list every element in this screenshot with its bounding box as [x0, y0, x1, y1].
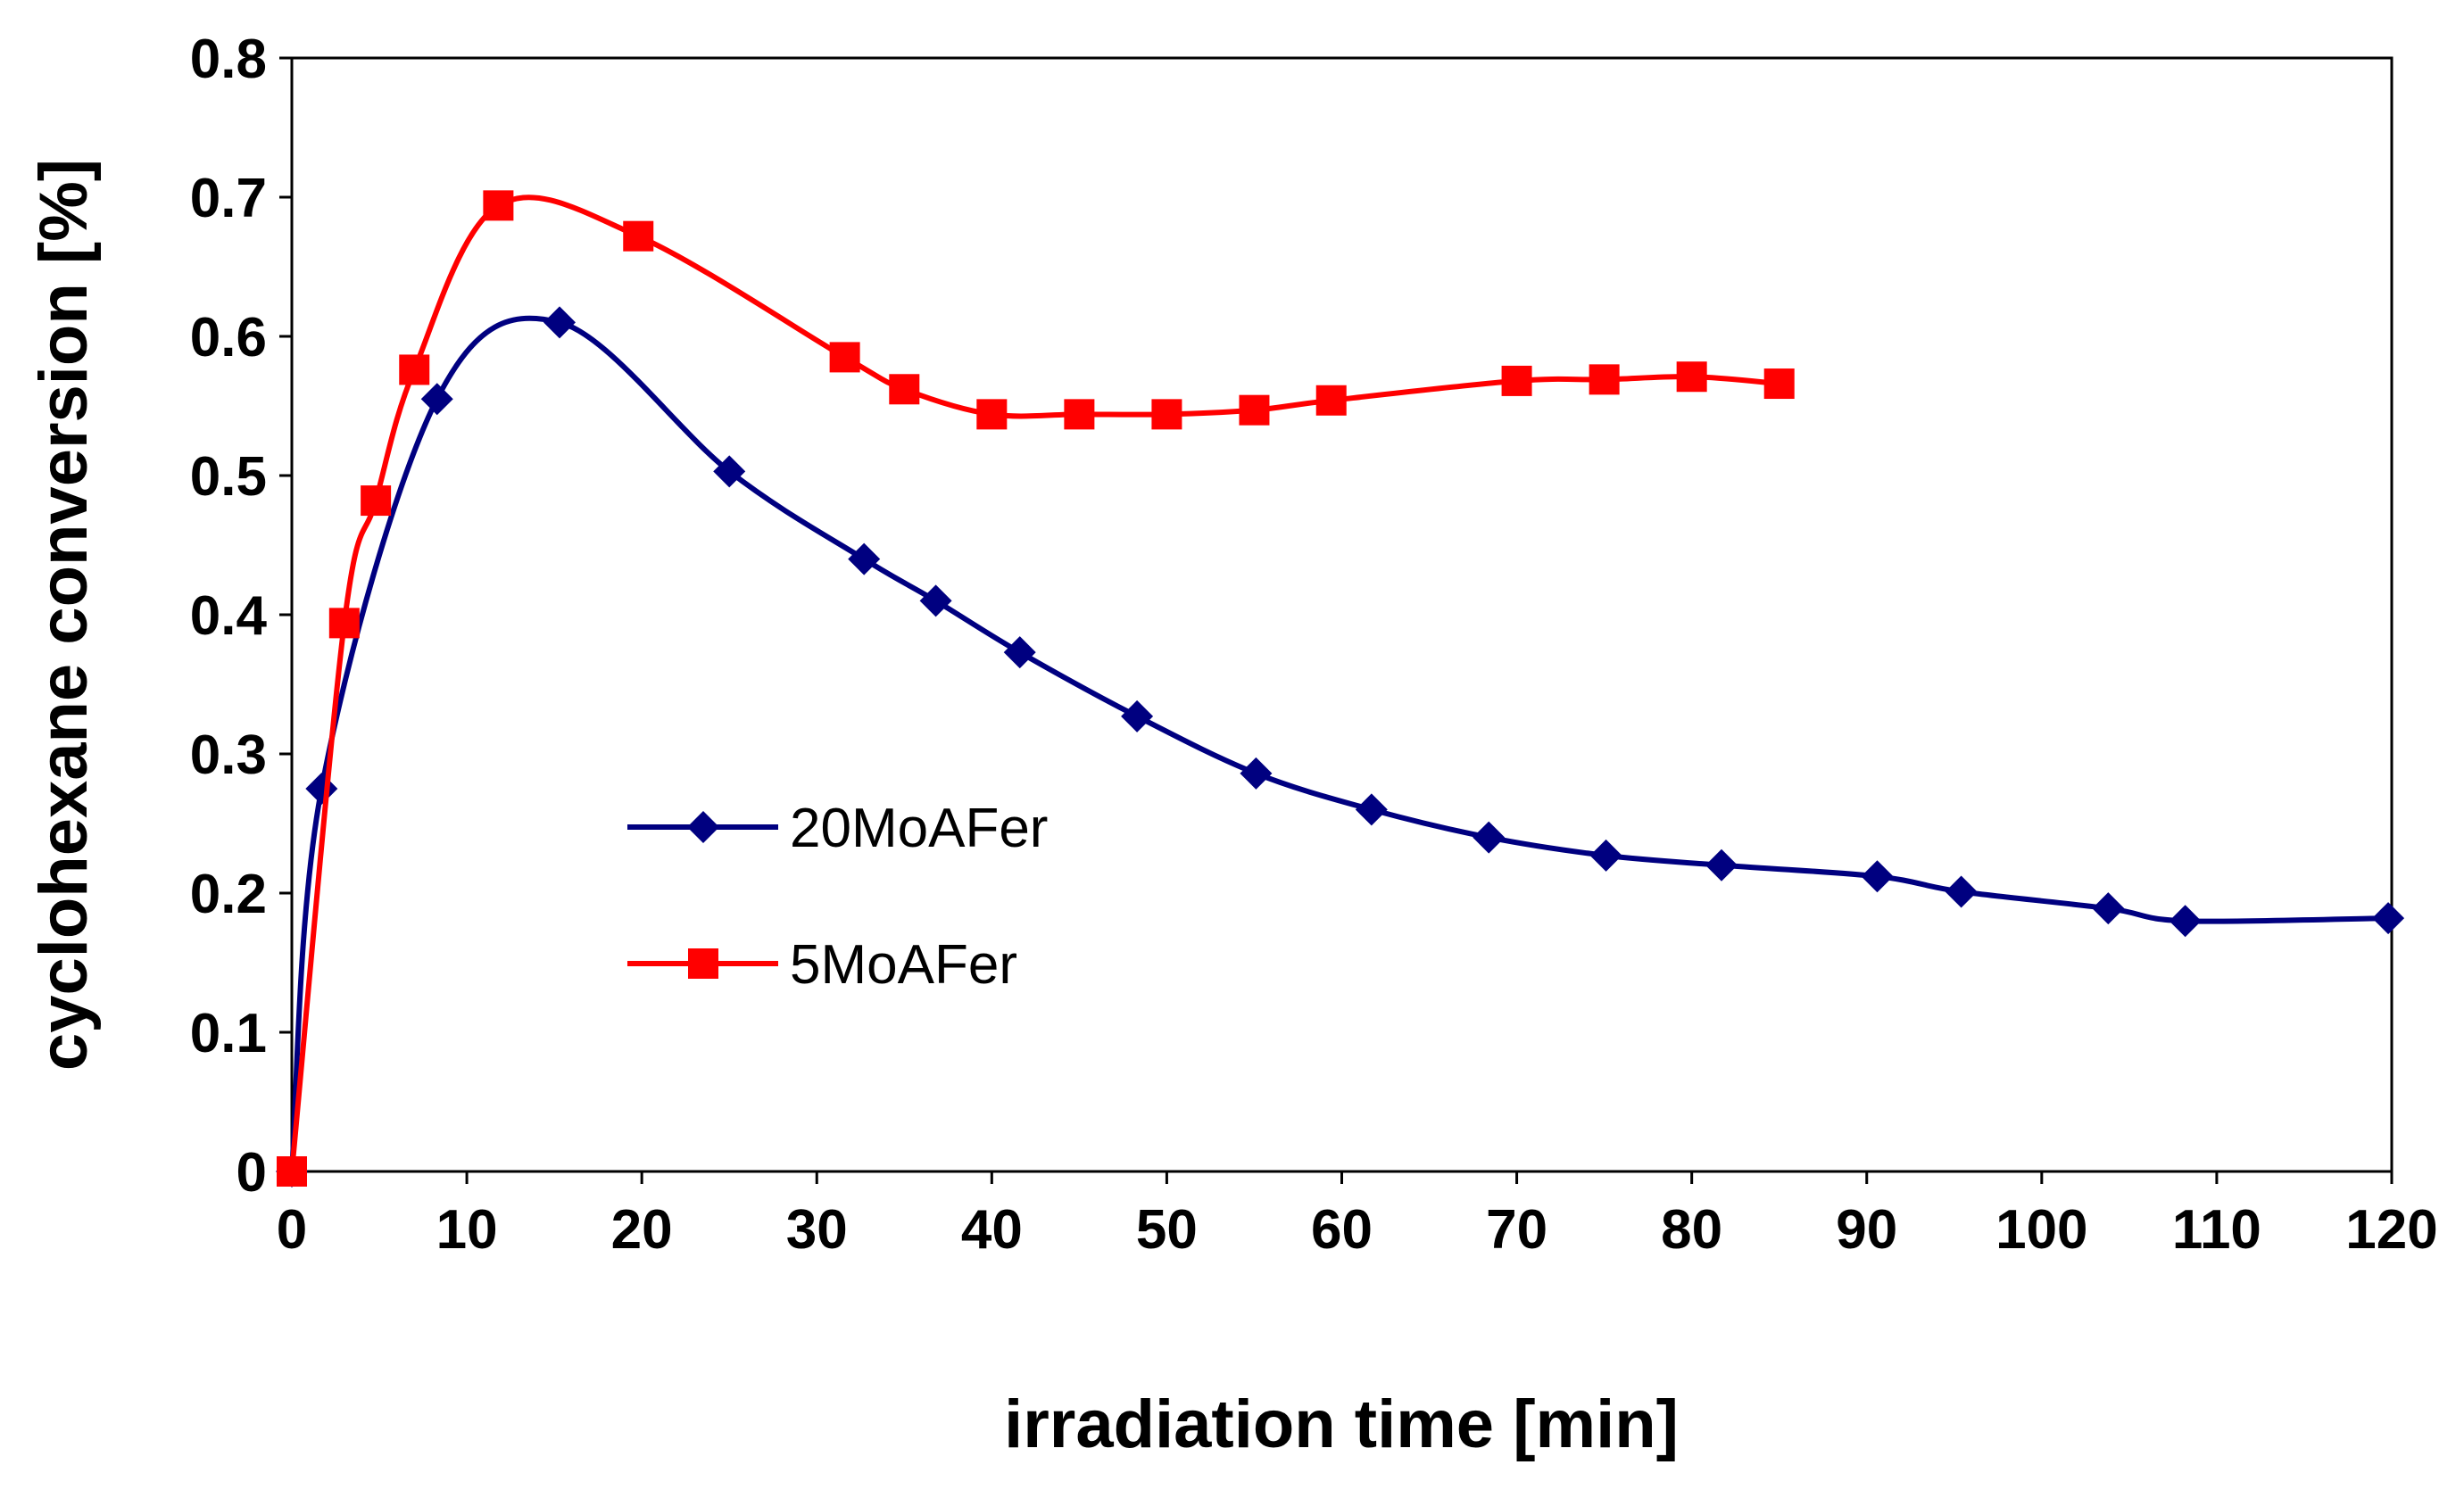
data-point [277, 1156, 307, 1187]
data-point [420, 383, 453, 416]
data-point [848, 542, 881, 575]
data-point [2092, 892, 2125, 925]
data-point [1945, 875, 1978, 908]
y-tick-label: 0.6 [190, 307, 267, 368]
data-point [361, 485, 392, 517]
y-tick-label: 0.1 [190, 1003, 267, 1064]
series-layer [276, 190, 2405, 1188]
y-tick-label: 0 [236, 1142, 267, 1204]
data-point [1501, 365, 1532, 396]
data-point [1121, 699, 1154, 732]
x-tick-label: 30 [786, 1199, 848, 1261]
data-point [483, 190, 514, 221]
legend: 20MoAFer 5MoAFer [627, 798, 1048, 996]
data-point [1003, 636, 1036, 669]
x-tick-label: 0 [277, 1199, 307, 1261]
legend-label: 20MoAFer [790, 798, 1048, 859]
y-tick-label: 0.4 [190, 585, 268, 647]
legend-item: 5MoAFer [627, 934, 1017, 996]
x-tick-label: 20 [611, 1199, 673, 1261]
y-axis: 0 0.1 0.2 0.3 0.4 0.5 0.6 0.7 0.8 [190, 29, 292, 1204]
x-tick-label: 120 [2345, 1199, 2437, 1261]
data-point [1239, 394, 1270, 426]
y-tick-label: 0.2 [190, 864, 267, 925]
data-point [1676, 361, 1707, 393]
data-point [1064, 399, 1095, 430]
data-point [976, 399, 1008, 430]
x-tick-label: 110 [2172, 1199, 2261, 1261]
data-point [713, 455, 746, 488]
data-point [2169, 905, 2202, 938]
data-point [328, 608, 360, 639]
series-line [289, 194, 1780, 1172]
data-point [1861, 860, 1894, 893]
x-tick-label: 10 [436, 1199, 498, 1261]
plot-area [290, 56, 2393, 1173]
x-tick-label: 100 [1995, 1199, 2087, 1261]
legend-marker [687, 811, 719, 843]
data-point [1355, 793, 1388, 826]
data-point [1589, 839, 1622, 872]
data-point [1240, 757, 1273, 790]
data-point [1473, 821, 1506, 854]
x-tick-label: 70 [1486, 1199, 1547, 1261]
data-point [1705, 848, 1738, 881]
y-axis-title: cyclohexane conversion [%] [26, 159, 102, 1071]
x-tick-label: 40 [961, 1199, 1023, 1261]
x-tick-label: 90 [1836, 1199, 1897, 1261]
y-tick-label: 0.8 [190, 29, 267, 90]
data-point [829, 342, 860, 373]
legend-label: 5MoAFer [790, 934, 1017, 996]
x-axis-title: irradiation time [min] [1004, 1386, 1679, 1462]
data-point [1315, 385, 1347, 416]
data-point [543, 306, 577, 339]
y-tick-label: 0.5 [190, 446, 267, 508]
x-tick-label: 80 [1661, 1199, 1722, 1261]
data-point [1763, 368, 1795, 400]
data-point [1151, 399, 1182, 430]
data-point [919, 584, 952, 617]
x-tick-label: 50 [1136, 1199, 1198, 1261]
legend-marker [688, 948, 718, 979]
data-point [1589, 364, 1620, 395]
y-tick-label: 0.7 [190, 168, 267, 229]
data-point [623, 220, 654, 252]
series-5MoAFer [277, 190, 1795, 1187]
data-point [889, 374, 920, 405]
data-point [2372, 902, 2405, 935]
y-tick-label: 0.3 [190, 724, 267, 786]
legend-item: 20MoAFer [627, 798, 1048, 859]
data-point [399, 354, 430, 385]
x-tick-label: 60 [1311, 1199, 1373, 1261]
x-axis: 0 10 20 30 40 50 60 70 80 90 100 110 120 [277, 1171, 2438, 1261]
